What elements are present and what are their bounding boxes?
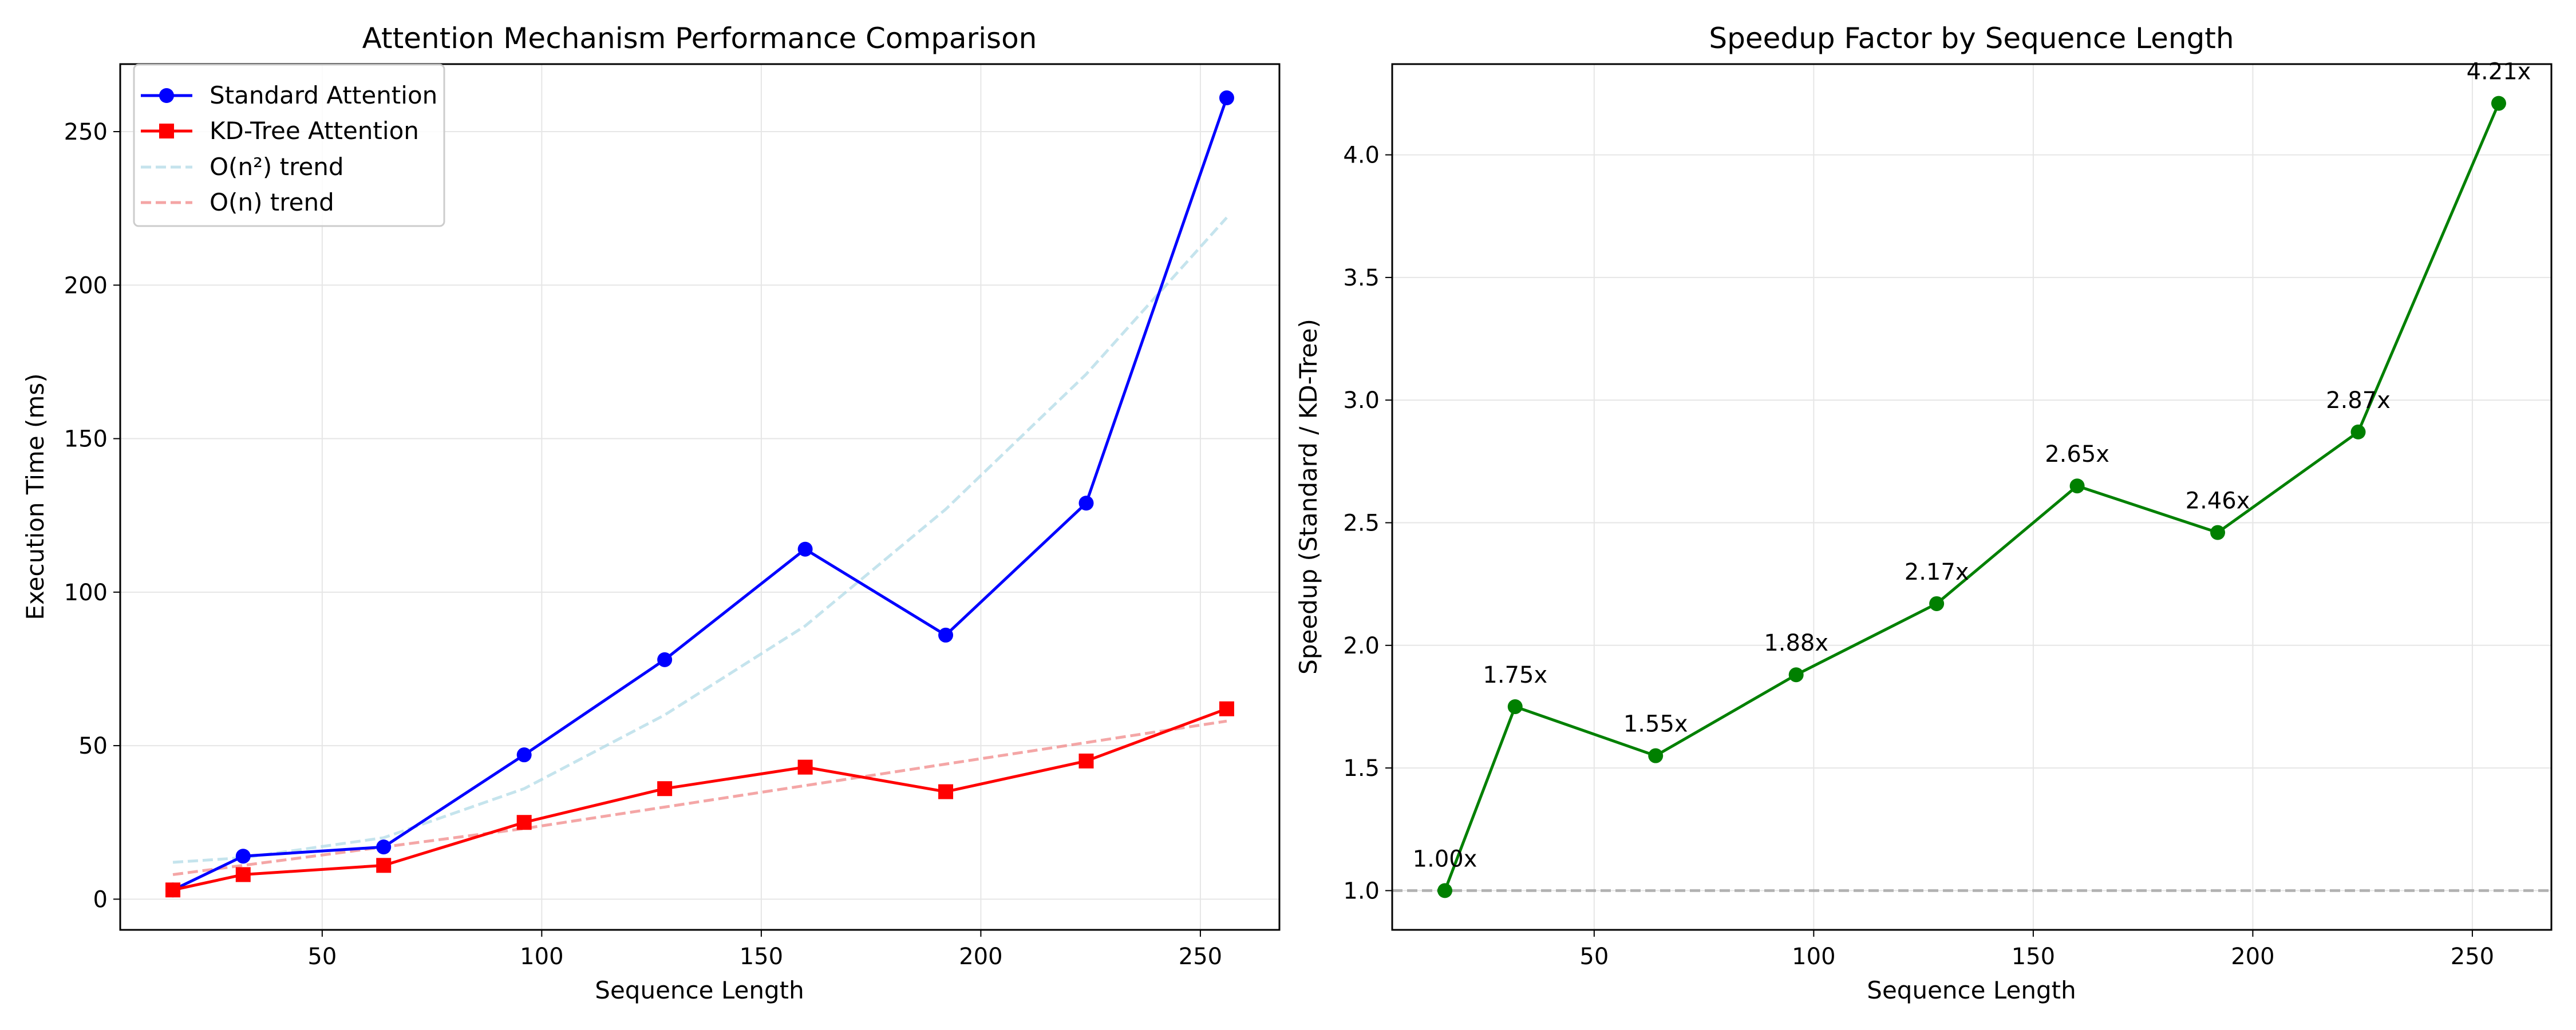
data-point [797, 759, 813, 775]
data-point [797, 541, 813, 557]
y-axis-label: Speedup (Standard / KD-Tree) [1294, 319, 1322, 675]
chart-speedup-factor: Speedup Factor by Sequence Length 1.00x1… [1294, 22, 2553, 1004]
data-point [1078, 753, 1094, 768]
tick-labels: 50 100 150 200 250 0 50 100 150 200 250 [64, 119, 1222, 970]
data-label: 1.88x [1764, 630, 1828, 656]
data-label: 1.00x [1413, 846, 1477, 872]
y-tick-label: 100 [64, 580, 108, 606]
y-tick-label: 3.5 [1343, 265, 1380, 291]
grid [1392, 64, 2551, 930]
data-point [516, 747, 532, 763]
data-point [235, 867, 251, 882]
y-axis-label: Execution Time (ms) [21, 373, 49, 620]
legend-label: O(n) trend [210, 188, 334, 216]
y-tick-label: 0 [93, 886, 108, 913]
legend-label: O(n²) trend [210, 153, 344, 181]
data-point [2491, 96, 2506, 111]
legend-item-kd-tree-attention: KD-Tree Attention [141, 117, 419, 145]
x-tick-label: 50 [1579, 944, 1609, 970]
plot-frame [119, 63, 1281, 931]
y-tick-label: 200 [64, 272, 108, 299]
y-tick-label: 1.0 [1343, 878, 1380, 904]
x-tick-label: 150 [740, 944, 783, 970]
y-tick-label: 250 [64, 119, 108, 145]
x-tick-label: 100 [520, 944, 563, 970]
data-label: 1.75x [1483, 662, 1547, 688]
data-point [657, 781, 673, 797]
y-tick-label: 3.0 [1343, 387, 1380, 414]
tick-labels: 50 100 150 200 250 1.0 1.5 2.0 2.5 3.0 3.5 4.0 [1343, 142, 2494, 970]
x-tick-label: 50 [307, 944, 337, 970]
series-line [172, 719, 1227, 876]
x-axis-label: Sequence Length [1867, 976, 2076, 1004]
legend-item-standard-attention: Standard Attention [141, 81, 437, 109]
chart-execution-time: Attention Mechanism Performance Comparis… [21, 22, 1281, 1004]
grid [120, 64, 1279, 930]
y-tick-label: 4.0 [1343, 142, 1380, 169]
data-label: 2.65x [2045, 441, 2109, 468]
data-point [1507, 699, 1523, 714]
y-tick-label: 150 [64, 426, 108, 453]
data-point [1078, 496, 1094, 511]
data-point [1219, 701, 1234, 716]
x-tick-label: 150 [2012, 944, 2055, 970]
x-tick-label: 100 [1792, 944, 1835, 970]
series-line [172, 216, 1228, 864]
data-point [165, 882, 181, 898]
data-label: 4.21x [2467, 59, 2531, 85]
data-point [1219, 90, 1234, 106]
data-point [376, 858, 392, 873]
y-tick-label: 1.5 [1343, 755, 1380, 782]
chart-title: Attention Mechanism Performance Comparis… [362, 22, 1037, 55]
legend-marker-square [159, 124, 174, 138]
y-tick-label: 50 [78, 733, 108, 759]
plot-frame [1391, 63, 2553, 931]
data-point [1648, 748, 1664, 763]
data-point [376, 839, 392, 855]
chart-title: Speedup Factor by Sequence Length [1709, 22, 2234, 55]
legend-label: KD-Tree Attention [210, 117, 419, 145]
data-point [2069, 478, 2085, 494]
data-point [1788, 667, 1804, 683]
y-tick-label: 2.5 [1343, 510, 1380, 537]
data-point [2210, 525, 2226, 540]
legend-item-linear-trend: O(n) trend [141, 188, 334, 216]
data-label: 1.55x [1623, 711, 1688, 738]
x-axis-label: Sequence Length [595, 976, 804, 1004]
x-tick-label: 250 [1179, 944, 1222, 970]
series-layer: 1.00x 1.75x 1.55x 1.88x 2.17x 2.65x 2.46x 2.87x… [1392, 59, 2551, 898]
data-point [1929, 596, 1945, 611]
x-tick-label: 200 [2231, 944, 2274, 970]
data-point [235, 849, 251, 864]
x-tick-label: 250 [2451, 944, 2494, 970]
data-label: 2.87x [2326, 387, 2391, 414]
legend-item-quadratic-trend: O(n²) trend [141, 153, 344, 181]
y-tick-label: 2.0 [1343, 633, 1380, 659]
data-label: 2.46x [2186, 488, 2250, 514]
legend-label: Standard Attention [210, 81, 437, 109]
data-point [657, 652, 673, 667]
legend: Standard Attention KD-Tree Attention O(n… [133, 64, 445, 227]
data-point [938, 784, 954, 799]
data-point [2350, 424, 2366, 439]
legend-marker-circle [159, 88, 174, 103]
data-point [1437, 883, 1453, 898]
legend-box [133, 64, 445, 227]
series-layer [165, 90, 1234, 898]
x-tick-label: 200 [959, 944, 1002, 970]
data-point [938, 627, 954, 643]
data-label: 2.17x [1905, 559, 1969, 585]
data-point [516, 815, 532, 830]
